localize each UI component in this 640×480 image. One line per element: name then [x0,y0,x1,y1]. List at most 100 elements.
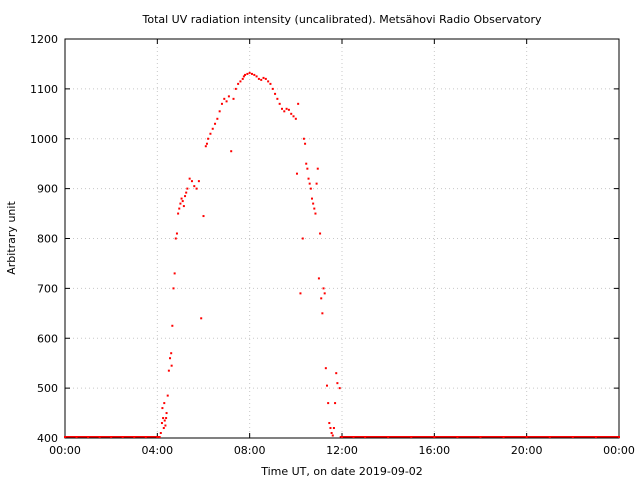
data-point [316,167,319,170]
grid-lines [65,39,619,439]
data-point [216,117,219,120]
data-point [325,384,328,387]
data-point [267,80,270,83]
data-point [163,419,166,422]
data-point [331,434,334,437]
data-point [322,287,325,290]
data-point [110,436,113,439]
data-point [292,115,295,118]
data-point [171,324,174,327]
x-tick-label: 00:00 [49,444,81,457]
data-point [179,202,182,205]
data-point [294,117,297,120]
x-tick-label: 20:00 [511,444,543,457]
data-point [327,402,330,405]
data-point [180,197,183,200]
data-point [321,312,324,315]
y-tick-label: 900 [37,183,58,196]
data-point [64,436,66,439]
data-point [186,187,189,190]
data-point [87,436,90,439]
data-point [178,207,181,210]
data-point [190,180,193,183]
data-point [211,127,214,130]
data-point [280,107,283,110]
data-point [173,272,176,275]
data-point [456,436,459,439]
data-point [308,182,311,185]
data-point [297,102,300,105]
data-point [164,424,167,427]
data-point [410,436,413,439]
data-point [330,432,333,435]
data-point [170,364,173,367]
y-tick-label: 800 [37,233,58,246]
data-point [257,77,260,80]
data-point [200,317,203,320]
data-point [244,73,247,76]
data-point [239,80,242,83]
data-point [479,436,482,439]
data-point [276,97,279,100]
data-point [174,237,177,240]
data-point [525,436,528,439]
data-point [285,107,288,110]
data-point [220,102,223,105]
data-point [571,436,574,439]
data-point [133,436,136,439]
data-point [185,191,188,194]
y-tick-label: 700 [37,282,58,295]
data-point [237,82,240,85]
data-point [319,232,322,235]
data-point [158,436,161,439]
data-point [162,427,165,430]
data-point [207,137,210,140]
data-point [305,162,308,165]
data-point [205,142,208,145]
data-point [364,436,367,439]
y-tick-label: 400 [37,432,58,445]
chart-title: Total UV radiation intensity (uncalibrat… [142,13,542,26]
data-point [264,77,267,80]
data-point [232,97,235,100]
data-points [64,71,620,439]
data-point [214,122,217,125]
data-point [160,422,163,425]
data-point [182,205,185,208]
data-point [502,436,505,439]
data-point [328,422,331,425]
y-tick-label: 1200 [30,33,58,46]
data-point [323,292,326,295]
data-point [255,75,258,78]
data-point [290,112,293,115]
data-point [341,436,343,439]
data-point [283,110,286,113]
data-point [204,145,207,148]
data-point [165,417,168,420]
data-point [312,202,315,205]
data-point [241,77,244,80]
data-point [329,427,332,430]
data-point [302,137,305,140]
data-point [618,436,620,439]
data-point [223,97,226,100]
data-point [98,436,101,439]
data-point [274,92,277,95]
x-tick-label: 16:00 [418,444,450,457]
y-tick-label: 1000 [30,133,58,146]
data-point [301,237,304,240]
data-point [594,436,597,439]
data-point [156,436,159,439]
data-point [317,277,320,280]
data-point [209,132,212,135]
data-point [172,287,175,290]
data-point [195,187,198,190]
data-point [250,72,253,75]
data-point [304,142,307,145]
data-point [181,200,184,203]
data-point [197,180,200,183]
data-point [314,212,317,215]
y-tick-label: 1100 [30,83,58,96]
data-point [159,432,162,435]
